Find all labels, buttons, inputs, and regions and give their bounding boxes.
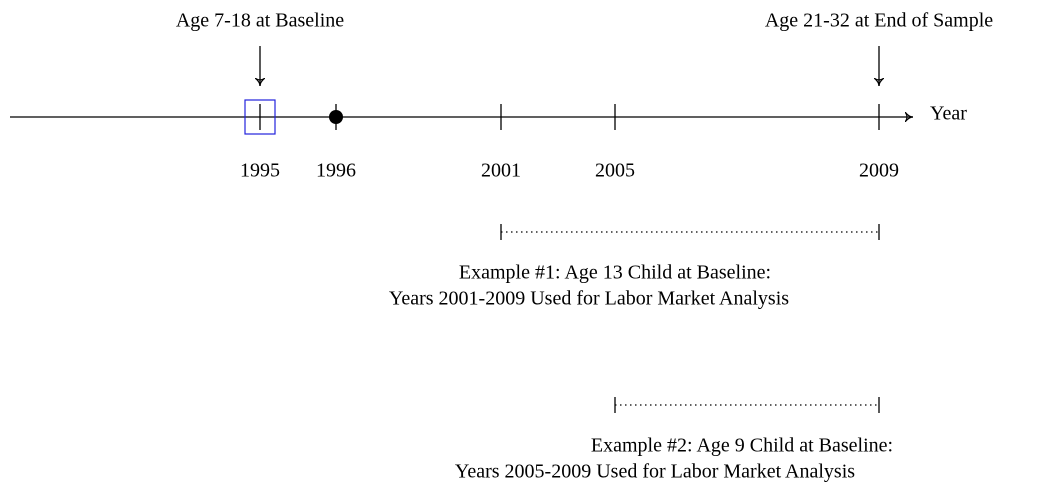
example-text: Example #2: Age 9 Child at Baseline: [591, 435, 893, 457]
tick-label: 1996 [316, 160, 356, 182]
baseline-box [244, 99, 276, 135]
annotation: Age 21-32 at End of Sample [765, 10, 993, 32]
example-text: Years 2001-2009 Used for Labor Market An… [389, 288, 789, 310]
example-text: Years 2005-2009 Used for Labor Market An… [455, 461, 855, 483]
axis-label: Year [930, 103, 967, 125]
tick-label: 2005 [595, 160, 635, 182]
example-text: Example #1: Age 13 Child at Baseline: [459, 262, 771, 284]
annotation: Age 7-18 at Baseline [176, 10, 344, 32]
tick-label: 1995 [240, 160, 280, 182]
tick-label: 2009 [859, 160, 899, 182]
tick-label: 2001 [481, 160, 521, 182]
